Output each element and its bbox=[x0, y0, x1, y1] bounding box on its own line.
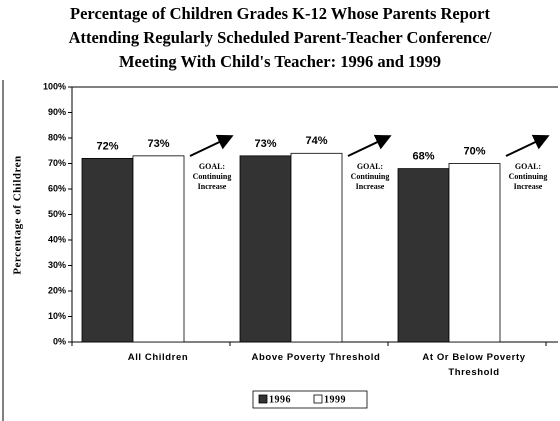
y-tick-label: 70% bbox=[48, 158, 66, 168]
y-tick-label: 50% bbox=[48, 209, 66, 219]
bar bbox=[132, 155, 185, 343]
legend-swatch bbox=[258, 394, 268, 404]
value-label: 72% bbox=[96, 140, 118, 152]
bar bbox=[290, 152, 343, 343]
legend-swatch bbox=[313, 394, 323, 404]
value-label: 70% bbox=[463, 145, 485, 157]
annotation: Increase bbox=[198, 182, 227, 191]
x-tick-label: Above Poverty Threshold bbox=[251, 352, 381, 363]
y-tick-label: 10% bbox=[48, 311, 66, 321]
goal-arrow bbox=[347, 134, 392, 157]
bar bbox=[81, 157, 134, 343]
bar bbox=[239, 155, 292, 343]
bar bbox=[448, 163, 501, 343]
legend-label: 1999 bbox=[324, 394, 346, 405]
legend-label: 1996 bbox=[269, 394, 291, 405]
value-label: 68% bbox=[412, 151, 434, 163]
goal-arrow bbox=[189, 134, 234, 157]
chart-title: Percentage of Children Grades K-12 Whose… bbox=[70, 4, 490, 23]
y-tick-label: 100% bbox=[43, 81, 66, 91]
y-tick-label: 0% bbox=[53, 336, 66, 346]
y-tick-label: 40% bbox=[48, 234, 66, 244]
value-label: 73% bbox=[147, 138, 169, 150]
x-tick-label: All Children bbox=[127, 352, 189, 363]
y-tick-label: 90% bbox=[48, 107, 66, 117]
y-axis-label: Percentage of Children bbox=[12, 155, 24, 274]
annotation: Increase bbox=[514, 182, 543, 191]
annotation: GOAL: bbox=[199, 162, 225, 171]
legend-box bbox=[252, 390, 368, 409]
value-label: 74% bbox=[305, 135, 327, 147]
legend: 1996 1999 bbox=[252, 390, 368, 409]
value-label: 73% bbox=[254, 138, 276, 150]
y-tick-label: 80% bbox=[48, 132, 66, 142]
x-tick-label: At Or Below Poverty Threshold bbox=[422, 352, 526, 378]
annotation: Increase bbox=[356, 182, 385, 191]
annotation: GOAL: bbox=[357, 162, 383, 171]
annotation: Continuing bbox=[351, 172, 390, 181]
y-tick-label: 30% bbox=[48, 260, 66, 270]
chart-title: Meeting With Child's Teacher: 1996 and 1… bbox=[119, 52, 441, 71]
y-tick-label: 20% bbox=[48, 285, 66, 295]
chart-title: Attending Regularly Scheduled Parent-Tea… bbox=[69, 28, 492, 47]
bar bbox=[397, 168, 450, 343]
y-tick-label: 60% bbox=[48, 183, 66, 193]
annotation: GOAL: bbox=[515, 162, 541, 171]
annotation: Continuing bbox=[509, 172, 548, 181]
annotation: Continuing bbox=[193, 172, 232, 181]
goal-arrow bbox=[505, 134, 550, 157]
